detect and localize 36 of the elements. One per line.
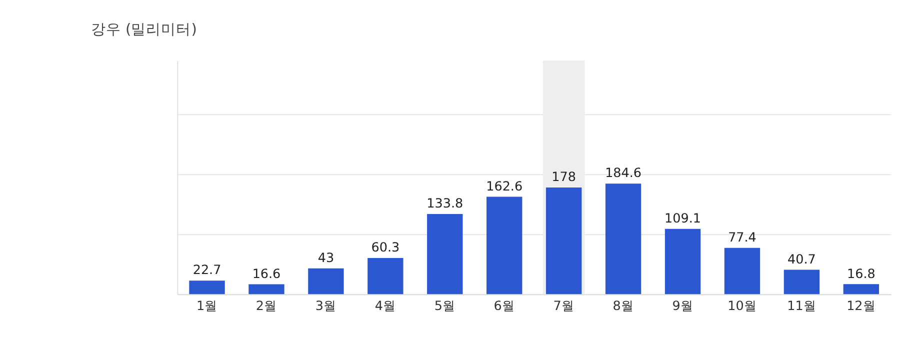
- bar: [486, 196, 522, 294]
- bar: [368, 258, 404, 294]
- bar: [843, 284, 880, 294]
- data-label: 178: [552, 169, 576, 184]
- data-label: 16.8: [847, 266, 876, 281]
- bar: [308, 268, 344, 294]
- data-label: 109.1: [664, 210, 701, 226]
- bar: [724, 248, 760, 294]
- x-tick-label: 1월: [196, 298, 218, 314]
- x-tick-label: 11월: [787, 298, 816, 314]
- x-tick-label: 2월: [256, 298, 278, 314]
- data-label: 133.8: [426, 196, 464, 211]
- bar: [664, 228, 701, 294]
- data-label: 162.6: [486, 178, 523, 194]
- x-tick-label: 10월: [728, 298, 757, 314]
- bar: [248, 284, 284, 294]
- data-label: 77.4: [728, 229, 756, 244]
- x-tick-label: 7월: [553, 298, 574, 314]
- bar: [784, 270, 820, 294]
- x-tick-label: 3월: [315, 298, 336, 314]
- bar: [605, 184, 642, 294]
- chart-title: 강우 (밀리미터): [90, 22, 197, 38]
- x-tick-label: 12월: [846, 298, 876, 314]
- x-tick-label: 5월: [434, 298, 456, 314]
- data-label: 16.6: [252, 266, 281, 281]
- data-label: 22.7: [192, 262, 222, 278]
- bar: [189, 280, 225, 294]
- x-tick-label: 4월: [374, 298, 396, 314]
- data-label: 60.3: [371, 240, 400, 255]
- data-label: 40.7: [788, 251, 816, 266]
- bar: [427, 214, 463, 294]
- data-label: 43: [318, 250, 334, 266]
- data-label: 184.6: [605, 165, 642, 180]
- x-tick-label: 9월: [672, 298, 694, 314]
- x-tick-label: 6월: [494, 298, 515, 314]
- x-tick-label: 8월: [612, 298, 634, 314]
